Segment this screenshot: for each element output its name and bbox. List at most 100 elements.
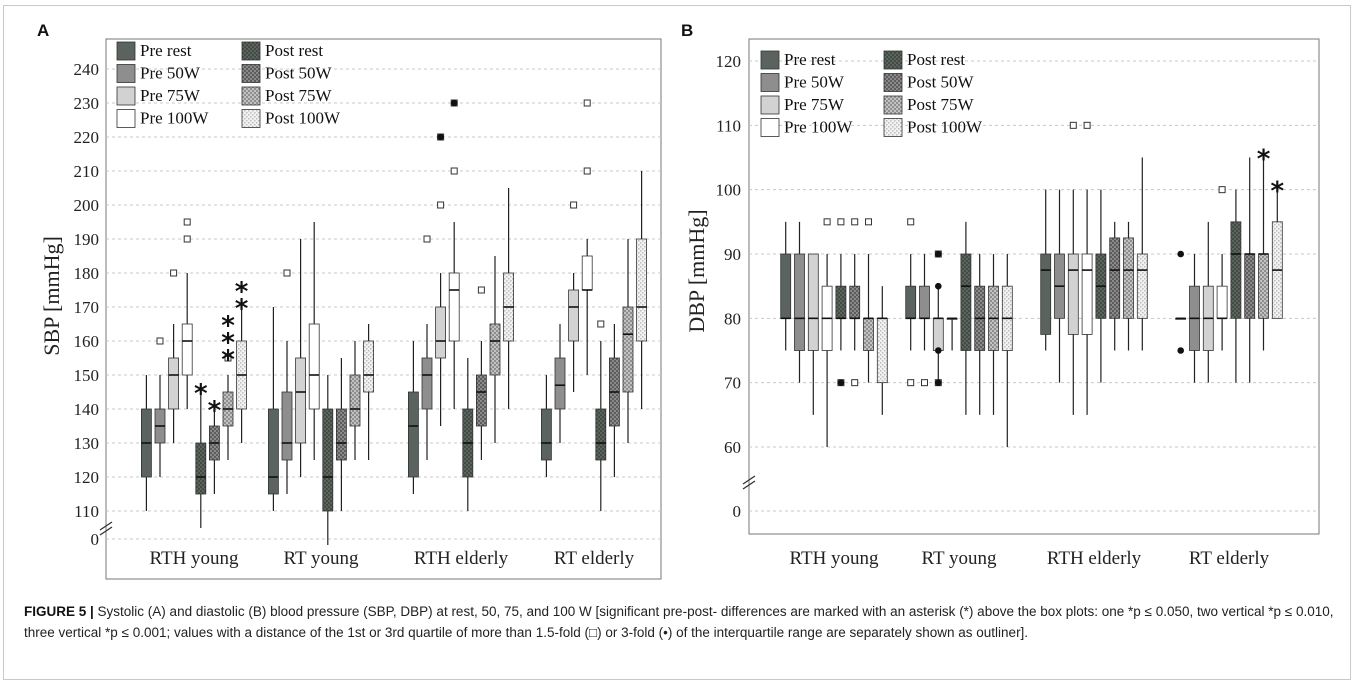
box [794,253,805,351]
outlier-mild [823,218,831,226]
box-plot [946,317,958,351]
y-tick-label: 180 [74,264,100,283]
outlier-mild [1083,121,1091,129]
box-plot [1081,121,1093,415]
box-plot [863,218,874,383]
box [363,340,375,393]
outlier-mild [851,379,859,387]
category-label: RT young [921,548,997,569]
box-plot [849,218,861,387]
axis-break-mark [99,526,113,536]
significance-asterisk: * [235,277,249,307]
box-plot [609,324,620,477]
box-plot [1216,186,1228,351]
legend-label: Post rest [265,41,323,60]
box [807,253,819,351]
caption-lead: FIGURE 5 | [24,604,94,619]
box-plot: * [1270,177,1284,319]
box [168,357,180,410]
legend-swatch [116,41,136,61]
outlier-mild [156,337,164,345]
box [448,272,460,342]
figure-caption: FIGURE 5 | Systolic (A) and diastolic (B… [24,601,1334,643]
panel-a-boxes: ******* [140,99,647,545]
legend-label: Pre 75W [784,95,845,114]
box-plot [489,256,501,443]
legend-label: Post 50W [907,73,975,92]
legend-label: Post 100W [907,118,983,137]
box-plot [462,358,474,511]
y-tick-label: 230 [74,94,100,113]
legend-swatch [241,109,261,128]
legend-swatch [883,50,903,70]
box-plot [1136,157,1148,351]
panel-b-letter: B [681,21,693,40]
box [407,391,419,478]
outlier-extreme [935,379,942,386]
box-plot [919,254,930,387]
box [489,323,501,376]
box-plot [1202,221,1214,383]
box-plot [905,218,917,387]
box-plot [541,375,552,477]
outlier-mild [865,218,872,226]
outlier-extreme [1177,250,1184,258]
legend-swatch [241,41,261,61]
legend-swatch [116,86,136,106]
box [281,391,293,461]
box [1244,253,1256,319]
box-plot [168,269,180,443]
y-tick-label: 210 [74,162,100,181]
box-plot: * [1257,145,1271,351]
box [475,374,487,427]
outlier-extreme [935,282,942,290]
significance-asterisk: * [1270,177,1284,207]
legend-swatch [760,50,780,70]
box-plot [581,99,593,375]
box [1081,253,1093,335]
box [322,408,334,512]
y-tick-label: 240 [74,60,100,79]
box [876,317,888,384]
box-plot [308,222,320,460]
box [435,306,447,359]
panel-a-y-axis-label: SBP [mmHg] [39,236,64,356]
category-label: RTH elderly [1047,548,1142,569]
significance-asterisk: * [208,396,222,426]
box-plot [1189,254,1200,383]
outlier-extreme [935,250,942,258]
box [554,357,566,410]
box-plot [780,221,792,351]
outlier-extreme [437,133,444,141]
y-tick-label: 60 [724,438,741,457]
outlier-extreme [450,99,458,107]
box [1067,253,1079,335]
axis-break-mark [742,475,756,485]
outlier-mild [437,201,445,209]
outlier-mild [583,99,591,107]
outlier-mild [224,354,232,362]
box-plot: * [208,396,222,494]
y-tick-label: 70 [724,374,741,393]
y-tick-label: 0 [733,502,742,521]
box-plot [421,235,433,460]
legend-label: Pre rest [784,50,836,69]
legend-swatch [883,118,903,137]
box-plot [821,218,833,447]
box [195,442,207,495]
outlier-mild [597,320,605,328]
box [1216,285,1228,319]
box-plot [1175,317,1187,320]
y-tick-label: 80 [724,309,741,328]
category-label: RT elderly [1189,548,1270,569]
outlier-mild [583,167,591,175]
box-plot: * [194,379,208,528]
panel-b-chart: B 0 60 70 80 90 100 110 120 ** RTH young RT youn… [681,21,1320,569]
chart-canvas: A 0 110 120 130 140 150 160 170 180 190 200 210 220 2… [37,21,1320,580]
outlier-mild [851,218,859,226]
box [295,357,307,444]
box-plot [281,269,293,494]
y-tick-label: 140 [74,400,100,419]
box [568,289,579,342]
legend-swatch [760,95,780,115]
